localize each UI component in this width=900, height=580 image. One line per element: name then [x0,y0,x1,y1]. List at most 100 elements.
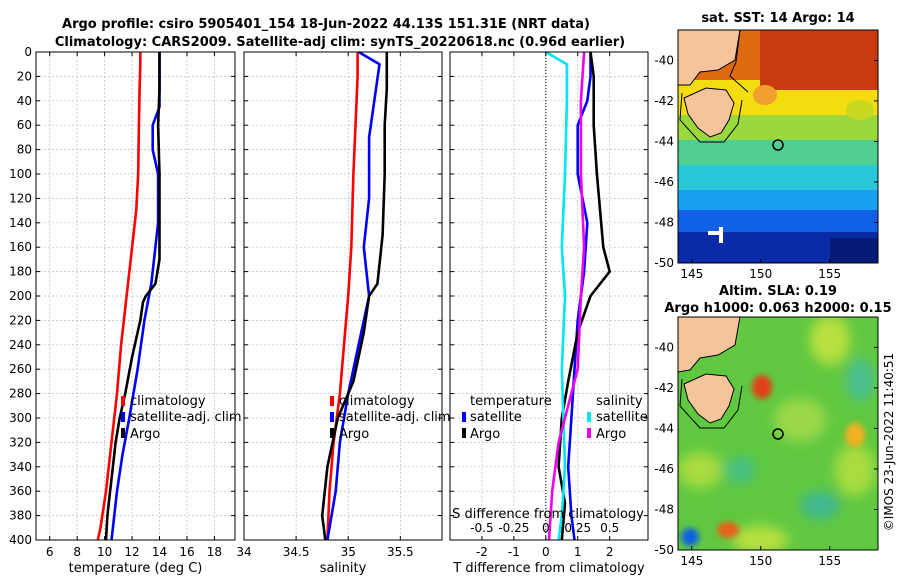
map-x-tick-label: 145 [680,267,703,281]
sst-warm-eddy [753,85,777,105]
temperature-panel: 6 8 10 12 14 16 180204060801001201401601802002… [9,45,236,576]
argo-position-marker [772,139,784,151]
sst-map [678,30,878,263]
y-tick-label: 200 [9,289,32,303]
argo-position-marker [772,428,784,440]
series-line-s-satellite [545,50,569,541]
x-tick-label: 2 [606,545,614,559]
x-tick-label: 35 [341,545,356,559]
x-tick-label: 34.5 [283,545,310,559]
x-tick-label: 1 [574,545,582,559]
legend-swatch-satellite [121,412,125,422]
series-line-argo [320,52,389,541]
y-tick-label: 0 [24,45,32,59]
x-tick-label: 0 [542,545,550,559]
sst-missing-data [719,227,723,243]
legend-label-s-satellite: satellite [596,410,648,425]
sst-warm-patch [846,100,874,120]
legend-swatch-s-argo [587,428,591,438]
x2-tick-label: 0 [542,521,550,535]
title-line2: Climatology: CARS2009. Satellite-adj cli… [55,35,625,50]
map-y-tick-label: -42 [654,381,674,395]
sla-map-frame [677,316,879,551]
map-y-tick-label: -44 [654,134,674,148]
series-line-climatology [96,52,142,541]
map-x-tick-label: 155 [818,554,841,568]
map-x-tick-label: 145 [680,554,703,568]
y-tick-label: 240 [9,338,32,352]
legend-title-salinity: salinity [596,394,643,409]
legend-label-satellite: satellite-adj. clim [130,410,242,425]
series-line-t-argo [557,51,612,541]
shelf-contour [729,30,749,93]
x-axis-label: T difference from climatology [452,561,645,576]
temperature-legend: climatology satellite-adj. clim Argo [121,394,242,442]
legend-label-t-argo: Argo [470,427,500,442]
shelf-contour [679,378,743,429]
legend-label-climatology: climatology [130,394,206,409]
sst-map-axes: 145 150 155 -40 -42 -44 -46 -48 -50 [654,53,878,281]
sla-warm-eddy [752,375,772,399]
legend-swatch-argo [330,428,334,438]
y-tick-label: 280 [9,387,32,401]
x-tick-label: -1 [508,545,520,559]
map-x-tick-label: 150 [749,554,772,568]
map-y-tick-label: -44 [654,421,674,435]
y-tick-label: 260 [9,362,32,376]
map-x-tick-label: 150 [749,267,772,281]
sla-map [678,317,878,550]
x2-tick-label: 0.25 [564,521,591,535]
title-line1: Argo profile: csiro 5905401_154 18-Jun-2… [62,17,590,32]
map-y-tick-label: -40 [654,53,674,67]
y-tick-label: 220 [9,313,32,327]
x2-tick-label: -0.25 [498,521,529,535]
y-tick-label: 360 [9,484,32,498]
x-axis-label: temperature (deg C) [69,561,203,576]
map-x-tick-label: 155 [818,267,841,281]
map-y-tick-label: -50 [654,256,674,270]
tasmania [683,87,735,138]
sla-cold-eddy [681,528,699,546]
australia-mainland [678,317,741,373]
legend-label-s-argo: Argo [596,427,626,442]
x2-tick-label: -0.5 [470,521,493,535]
y-tick-label: 300 [9,411,32,425]
legend-label-argo: Argo [339,427,369,442]
sla-warm-eddy [845,423,865,447]
legend-label-satellite: satellite-adj. clim [339,410,451,425]
legend-swatch-satellite [330,412,334,422]
legend-label-argo: Argo [130,427,160,442]
series-line-t-satellite [566,52,592,541]
sst-map-frame [677,29,879,264]
sla-warm-eddy [717,522,739,538]
y-tick-label: 380 [9,509,32,523]
difference-legend: temperature satellite Argo salinity sate… [462,394,648,442]
map-y-tick-label: -48 [654,215,674,229]
x-tick-label: 34 [236,545,251,559]
x-tick-label: 10 [97,545,112,559]
map-y-tick-label: -46 [654,175,674,189]
salinity-panel: 34 34.5 35 35.5 salinity [236,50,443,576]
tasmania [683,373,735,424]
legend-swatch-argo [121,428,125,438]
x-tick-label: 12 [124,545,139,559]
copyright-label: ©IMOS 23-Jun-2022 11:40:51 [882,353,896,531]
legend-label-t-satellite: satellite [470,410,522,425]
series-line-argo [104,52,161,541]
y-tick-label: 400 [9,533,32,547]
legend-swatch-s-satellite [587,412,591,422]
shelf-contour [679,92,743,143]
map-y-tick-label: -46 [654,462,674,476]
y-tick-label: 140 [9,216,32,230]
y-tick-label: 180 [9,265,32,279]
y-tick-label: 40 [17,94,32,108]
y-tick-label: 60 [17,118,32,132]
y-tick-label: 340 [9,460,32,474]
y-tick-label: 20 [17,69,32,83]
y-tick-label: 320 [9,435,32,449]
y-tick-label: 160 [9,240,32,254]
map-y-tick-label: -42 [654,94,674,108]
series-line-satellite-adj-clim [110,52,161,541]
legend-swatch-t-argo [462,428,466,438]
